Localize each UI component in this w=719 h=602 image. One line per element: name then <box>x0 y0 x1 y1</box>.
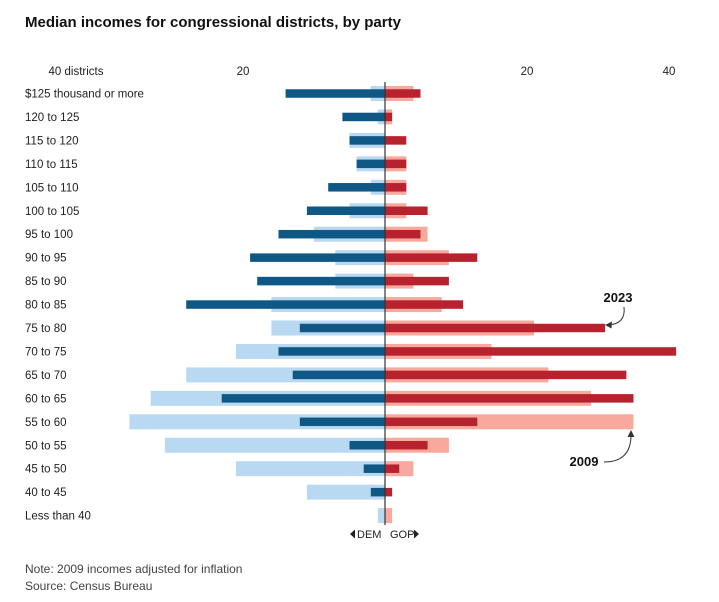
bar-gop-2023-80-to-85 <box>385 300 464 309</box>
bar-dem-2023-65-to-70 <box>292 370 385 380</box>
category-label-120-to-125: 120 to 125 <box>25 112 79 124</box>
x-tick-label: 20 <box>521 66 534 78</box>
category-label-45-to-50: 45 to 50 <box>25 464 67 476</box>
legend-dem: DEM <box>357 529 381 541</box>
bar-gop-2009-less-than-40 <box>385 508 393 524</box>
bar-dem-2023-115-to-120 <box>349 136 385 145</box>
bar-dem-2023-75-to-80 <box>299 323 385 333</box>
bar-gop-2023-95-to-100 <box>385 229 421 239</box>
chart-source: Source: Census Bureau <box>25 579 153 593</box>
right-arrow-icon <box>414 529 419 539</box>
bar-dem-2009-50-to-55 <box>164 437 385 453</box>
bar-dem-2023-80-to-85 <box>186 300 385 309</box>
bar-dem-2023-55-to-60 <box>299 417 385 427</box>
bar-gop-2023-110-to-115 <box>385 159 407 169</box>
bar-gop-2023-40-to-45 <box>385 487 393 497</box>
category-label-110-to-115: 110 to 115 <box>25 159 78 171</box>
category-label-105-to-110: 105 to 110 <box>25 182 79 194</box>
x-tick-label: 40 districts <box>49 66 104 78</box>
bar-dem-2023-90-to-95 <box>250 253 385 262</box>
annotation-2009: 2009 <box>570 454 599 469</box>
category-label-75-to-80: 75 to 80 <box>25 323 67 335</box>
annotation-2009-arrow <box>603 434 632 463</box>
bar-dem-2023-70-to-75 <box>278 347 385 356</box>
category-label-65-to-70: 65 to 70 <box>25 370 67 382</box>
legend-gop: GOP <box>390 529 414 541</box>
bar-gop-2023-105-to-110 <box>385 183 407 192</box>
bar-gop-2023-75-to-80 <box>385 323 606 333</box>
bar-dem-2023-60-to-65 <box>221 394 385 403</box>
bar-gop-2023-60-to-65 <box>385 394 634 403</box>
category-label-115-to-120: 115 to 120 <box>25 135 79 147</box>
annotation-2023: 2023 <box>604 290 633 305</box>
category-label-70-to-75: 70 to 75 <box>25 346 67 358</box>
left-arrow-icon <box>350 529 355 539</box>
bar-gop-2023-45-to-50 <box>385 464 400 473</box>
bar-gop-2023-50-to-55 <box>385 441 428 450</box>
bar-dem-2023-95-to-100 <box>278 229 385 239</box>
bar-dem-2023-50-to-55 <box>349 441 385 450</box>
x-axis-ticks: 40 districts 20 20 40 <box>49 66 676 78</box>
category-label-80-to-85: 80 to 85 <box>25 300 67 312</box>
bar-gop-2023-85-to-90 <box>385 276 449 286</box>
bar-gop-2023-65-to-70 <box>385 370 627 380</box>
category-label-55-to-60: 55 to 60 <box>25 417 67 429</box>
category-label-95-to-100: 95 to 100 <box>25 229 73 241</box>
category-label-60-to-65: 60 to 65 <box>25 393 67 405</box>
category-label-90-to-95: 90 to 95 <box>25 253 67 265</box>
bar-dem-2009-less-than-40 <box>377 508 385 524</box>
category-label-less-than-40: Less than 40 <box>25 511 91 523</box>
category-label-125-thousand-or-more: $125 thousand or more <box>25 89 144 101</box>
bar-gop-2023-120-to-125 <box>385 112 393 122</box>
bar-dem-2009-45-to-50 <box>235 461 385 477</box>
bar-dem-2023-45-to-50 <box>363 464 385 473</box>
chart-rows: $125 thousand or more 120 to 125 115 to 12… <box>25 82 677 525</box>
bar-dem-2023-85-to-90 <box>257 276 385 286</box>
bar-dem-2023-120-to-125 <box>342 112 385 122</box>
bar-dem-2023-40-to-45 <box>370 487 385 497</box>
bar-gop-2023-90-to-95 <box>385 253 478 262</box>
category-label-50-to-55: 50 to 55 <box>25 440 67 452</box>
category-label-100-to-105: 100 to 105 <box>25 206 79 218</box>
bar-gop-2023-70-to-75 <box>385 347 677 356</box>
x-tick-label: 40 <box>663 66 676 78</box>
category-label-85-to-90: 85 to 90 <box>25 276 67 288</box>
x-tick-label: 20 <box>237 66 250 78</box>
bar-gop-2023-55-to-60 <box>385 417 478 427</box>
bar-dem-2023-105-to-110 <box>328 183 385 192</box>
bar-gop-2023-100-to-105 <box>385 206 428 215</box>
annotation-2023-arrowhead <box>605 321 612 329</box>
chart-annotations: 2023 2009 <box>570 290 635 469</box>
chart-title: Median incomes for congressional distric… <box>25 14 401 31</box>
bar-dem-2023-110-to-115 <box>356 159 385 169</box>
annotation-2009-arrowhead <box>627 430 635 437</box>
chart-note: Note: 2009 incomes adjusted for inflatio… <box>25 562 243 576</box>
bar-gop-2023-125-thousand-or-more <box>385 89 421 98</box>
bar-dem-2023-100-to-105 <box>306 206 385 215</box>
bar-dem-2009-40-to-45 <box>306 484 385 500</box>
category-label-40-to-45: 40 to 45 <box>25 487 67 499</box>
bar-gop-2023-115-to-120 <box>385 136 407 145</box>
bar-dem-2023-125-thousand-or-more <box>285 89 385 98</box>
party-legend: DEM GOP <box>350 529 419 541</box>
